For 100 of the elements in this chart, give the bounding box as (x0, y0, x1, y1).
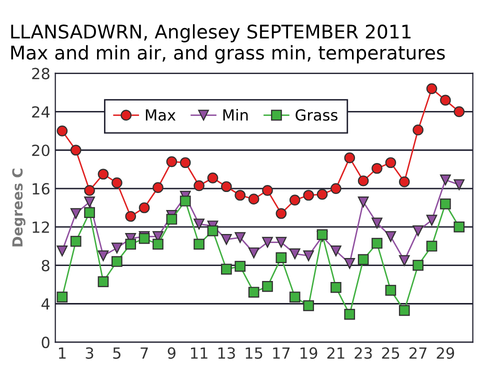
point (56, 292, 68, 302)
point (152, 182, 164, 193)
y-tick-label: 8 (42, 260, 50, 272)
point (358, 254, 369, 266)
point (303, 190, 314, 201)
point (98, 168, 109, 180)
point (125, 238, 136, 250)
point (412, 260, 424, 271)
point (180, 196, 191, 206)
point (152, 238, 164, 250)
point (372, 218, 382, 229)
point (70, 208, 82, 219)
point (98, 250, 109, 262)
point (303, 250, 314, 262)
point (234, 232, 246, 243)
point (398, 176, 410, 188)
point (303, 300, 314, 312)
point (221, 234, 232, 245)
x-tick-label: 11 (191, 347, 208, 359)
point (454, 106, 465, 118)
point (440, 174, 451, 186)
point (207, 225, 218, 236)
point (276, 208, 287, 219)
y-tick-label: 24 (32, 106, 50, 118)
legend-label: Grass (296, 109, 338, 121)
point (248, 286, 260, 298)
point (385, 231, 396, 242)
point (180, 157, 191, 168)
point (289, 292, 300, 302)
point (262, 236, 273, 248)
point (112, 177, 122, 188)
point (276, 236, 287, 248)
point (344, 258, 356, 269)
x-tick-label: 19 (300, 347, 318, 359)
y-tick-label: 0 (42, 336, 50, 348)
point (248, 194, 260, 205)
x-tick-label: 25 (382, 347, 400, 359)
point (84, 196, 95, 208)
point (426, 83, 438, 94)
point (385, 284, 396, 296)
point (194, 180, 204, 192)
point (248, 247, 260, 258)
point (426, 214, 438, 226)
x-tick-label: 17 (273, 347, 290, 359)
point (398, 255, 410, 266)
point (372, 238, 382, 249)
point (84, 185, 95, 196)
point (262, 185, 273, 196)
x-tick-label: 23 (354, 347, 372, 359)
point (221, 264, 232, 275)
point (112, 256, 122, 267)
x-tick-label: 29 (436, 347, 454, 359)
y-tick-label: 16 (32, 183, 50, 195)
point (316, 188, 328, 200)
point (221, 181, 232, 192)
y-tick-label: 4 (41, 298, 50, 310)
x-tick-label: 1 (58, 347, 66, 359)
point (454, 222, 465, 232)
point (440, 94, 451, 106)
y-axis-title: Degrees C (12, 168, 26, 246)
x-tick-label: 13 (218, 347, 235, 359)
point (412, 225, 424, 236)
point (344, 152, 356, 164)
x-tick-label: 21 (327, 347, 344, 359)
point (125, 210, 136, 222)
point (138, 202, 150, 214)
point (412, 124, 424, 136)
point (207, 172, 218, 184)
point (289, 194, 300, 206)
point (112, 242, 122, 254)
point (330, 183, 342, 194)
point (289, 248, 300, 260)
point (330, 282, 342, 293)
point (316, 229, 328, 240)
legend-label: Max (146, 109, 176, 121)
point (385, 157, 396, 168)
point (358, 175, 369, 186)
point (262, 281, 273, 292)
point (166, 156, 178, 168)
point (84, 207, 95, 218)
x-tick-label: 7 (140, 347, 148, 359)
point (70, 144, 82, 156)
x-tick-label: 27 (409, 347, 426, 359)
point (70, 236, 82, 247)
point (98, 276, 109, 288)
y-tick-label: 12 (32, 221, 49, 233)
point (234, 260, 246, 272)
point (398, 305, 410, 316)
x-tick-label: 3 (86, 347, 94, 359)
y-tick-label: 28 (32, 68, 50, 80)
point (454, 179, 465, 190)
point (234, 190, 246, 201)
point (372, 162, 382, 174)
point (440, 198, 451, 210)
x-tick-label: 5 (113, 347, 120, 359)
y-tick-label: 20 (32, 144, 50, 156)
point (166, 214, 178, 225)
point (276, 252, 287, 264)
point (56, 246, 68, 256)
point (56, 126, 68, 136)
